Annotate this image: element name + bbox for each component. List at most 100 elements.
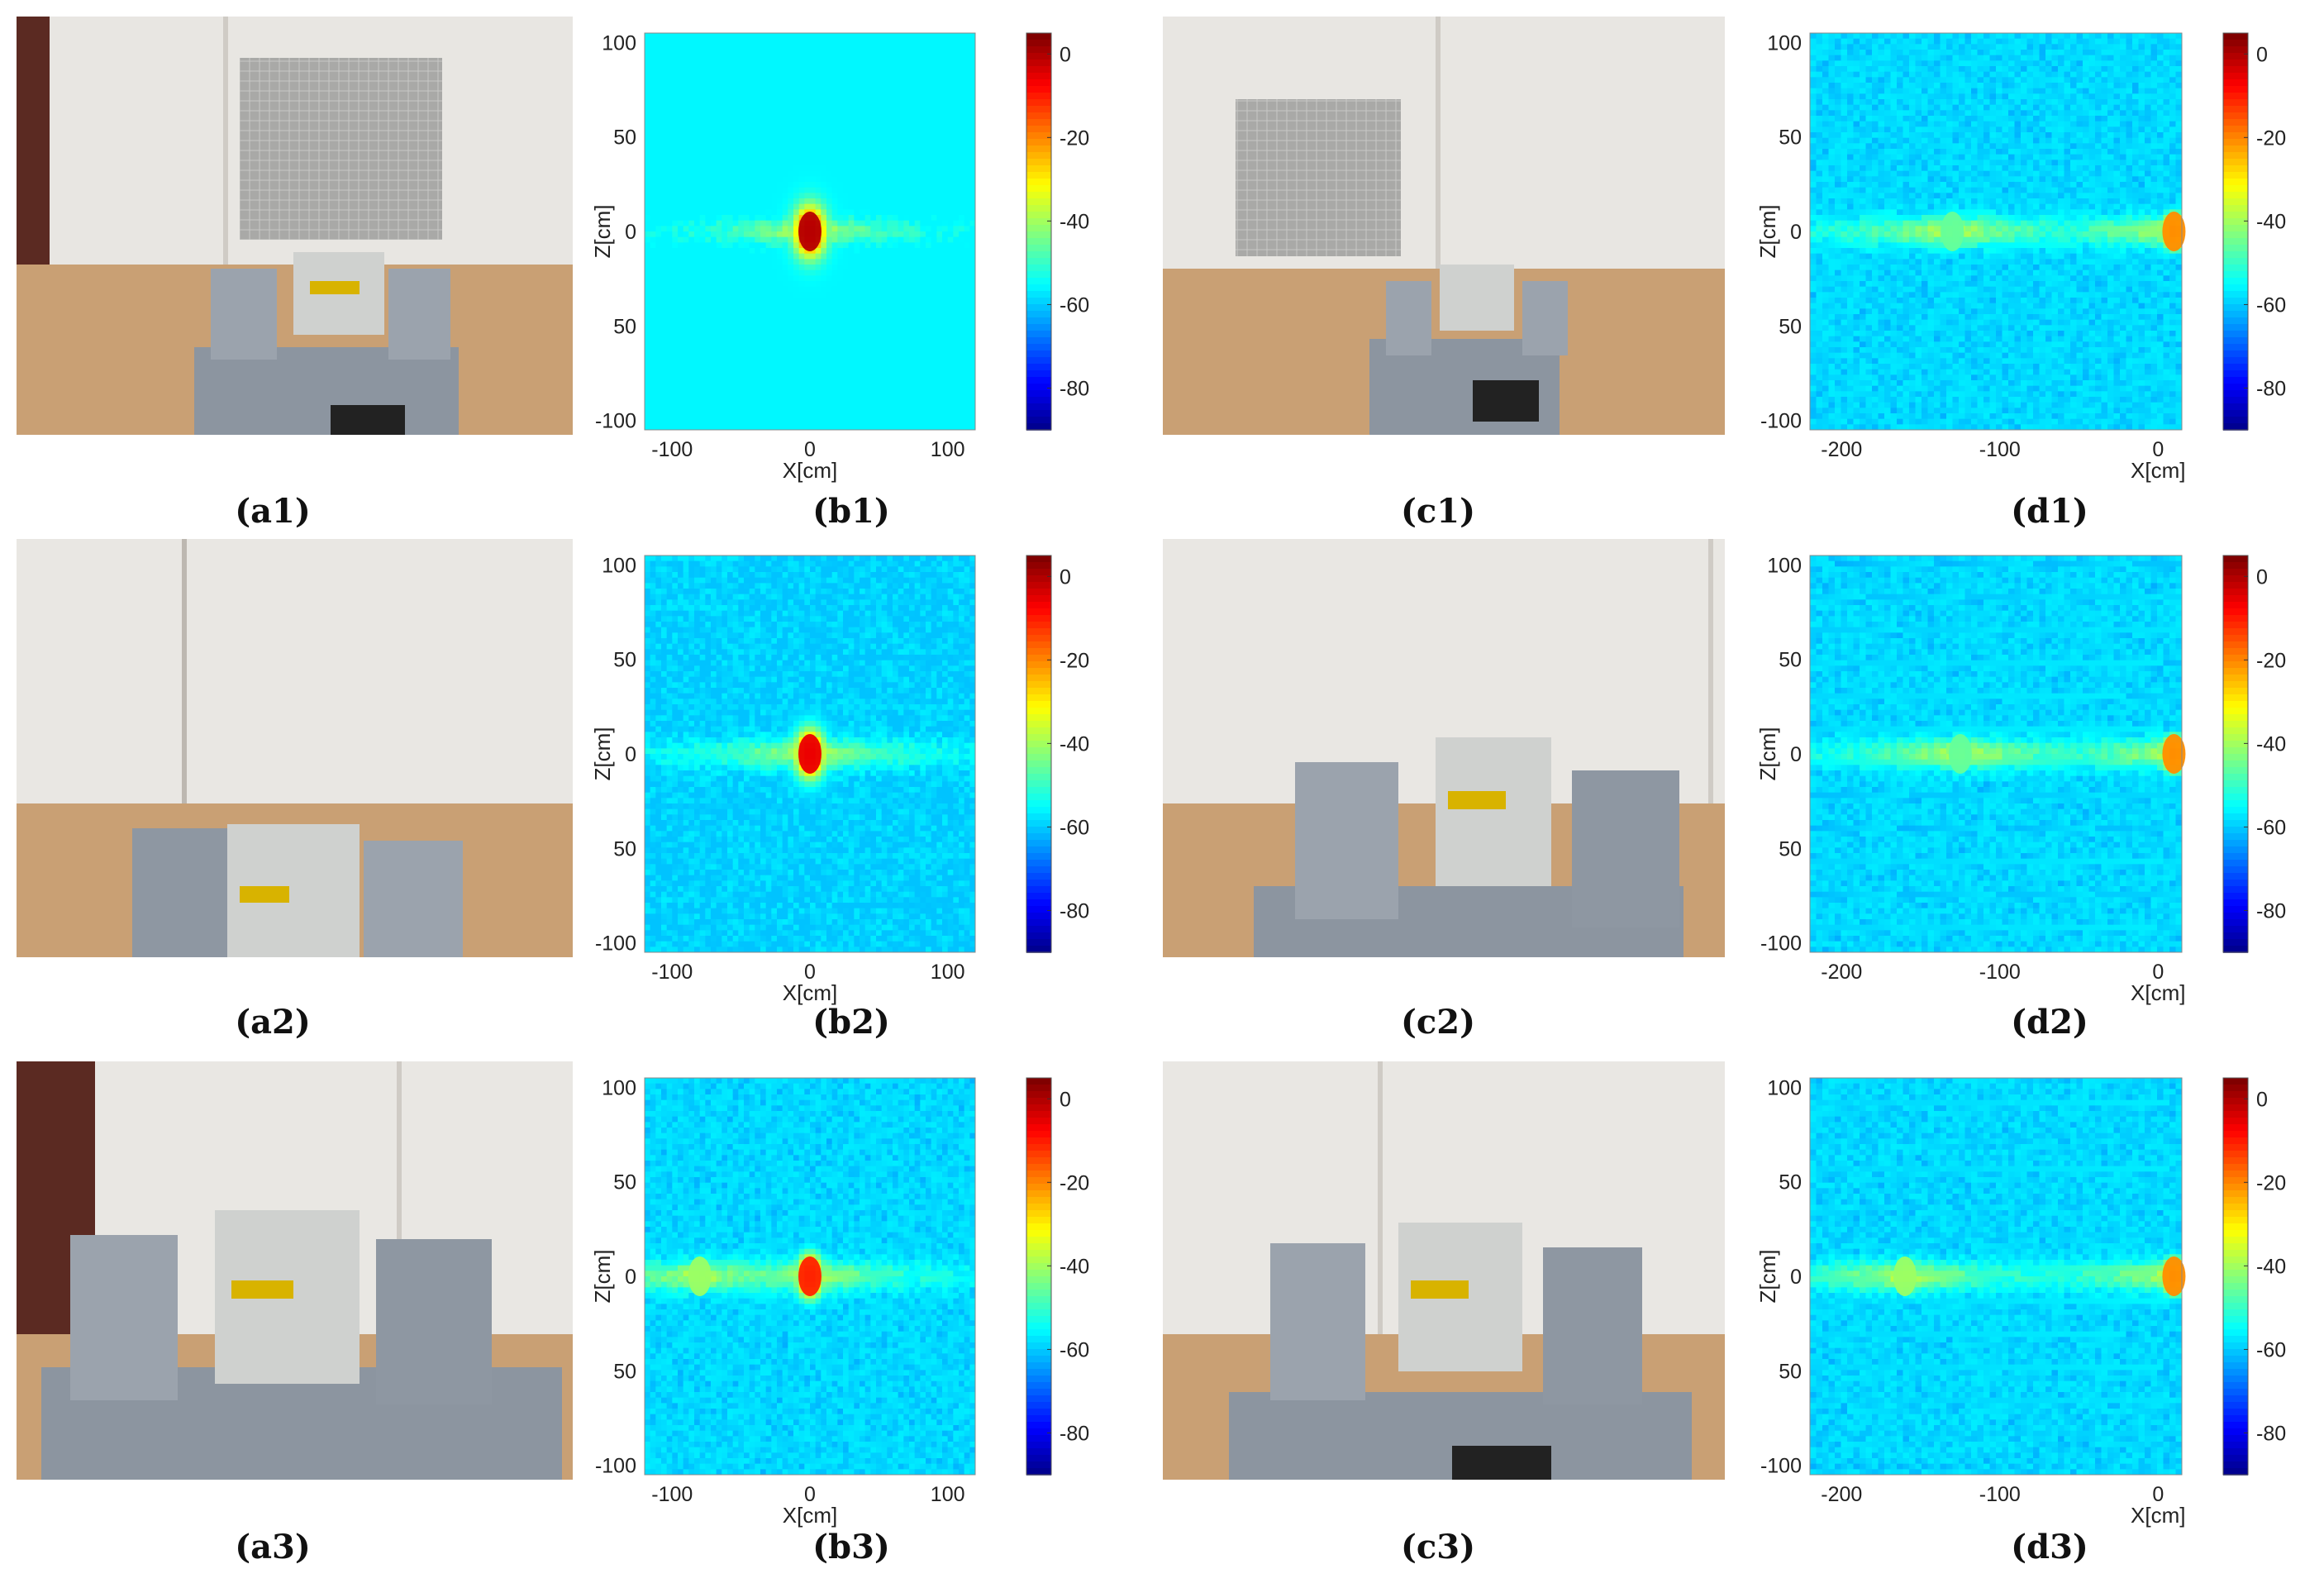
x-axis-label: X[cm] xyxy=(2131,1503,2185,1528)
colorbar-tick-label: -80 xyxy=(2256,377,2286,400)
x-tick-label: 0 xyxy=(804,1483,816,1506)
x-tick-label: -100 xyxy=(1979,961,2021,984)
heatmap-b2: -100 0 100 100 50 0 50 -100 X[cm] Z[cm] 0 -20 -40 -60… xyxy=(590,554,1089,1005)
photo-c3 xyxy=(1163,1061,1725,1480)
photo-a3-image xyxy=(17,1061,573,1480)
photo-c1-image xyxy=(1163,17,1725,435)
x-tick-label: -200 xyxy=(1821,1483,1862,1506)
y-tick-label: 0 xyxy=(1790,1266,1802,1289)
x-tick-label: 0 xyxy=(804,438,816,461)
plot-frame xyxy=(1809,555,2183,953)
photo-c2-image xyxy=(1163,539,1725,957)
caption-c3: (c3) xyxy=(1314,1528,1562,1566)
colorbar-tick-label: -40 xyxy=(1060,210,1089,233)
x-axis-label: X[cm] xyxy=(2131,980,2185,1005)
plot-frame xyxy=(644,555,976,953)
y-axis-label: Z[cm] xyxy=(1755,727,1780,781)
colorbar-tick-label: -60 xyxy=(1060,1338,1089,1361)
y-tick-label: -100 xyxy=(595,932,636,956)
y-tick-label: 50 xyxy=(613,1171,636,1194)
caption-b1: (b1) xyxy=(727,492,975,531)
plot-frame xyxy=(1809,1077,2183,1476)
colorbar-tick-label: -80 xyxy=(1060,899,1089,923)
colorbar-tick-label: -40 xyxy=(2256,1255,2286,1278)
colorbar-tick-label: -40 xyxy=(1060,732,1089,756)
hotspot-b3-1 xyxy=(688,1256,712,1296)
heatmap-d1: -200 -100 0 100 50 0 50 -100 X[cm] Z[cm] 0 -20 -40 -6… xyxy=(1755,31,2286,483)
colorbar xyxy=(1026,1077,1052,1476)
y-tick-label: 0 xyxy=(625,1266,636,1289)
plot-frame xyxy=(1809,32,2183,431)
caption-c2: (c2) xyxy=(1314,1003,1562,1042)
colorbar-tick-label: -20 xyxy=(1060,126,1089,150)
caption-b3: (b3) xyxy=(727,1528,975,1566)
x-tick-label: -100 xyxy=(1979,438,2021,461)
x-tick-label: -100 xyxy=(651,1483,693,1506)
heatmap-d3: -200 -100 0 100 50 0 50 -100 X[cm] Z[cm] 0 -20 -40 -6… xyxy=(1755,1076,2286,1528)
x-tick-label: 0 xyxy=(2152,438,2164,461)
colorbar-tick-label: -80 xyxy=(2256,1422,2286,1445)
colorbar-tick-label: -80 xyxy=(1060,1422,1089,1445)
y-tick-label: 0 xyxy=(1790,743,1802,766)
x-tick-label: 100 xyxy=(931,961,965,984)
photo-a3 xyxy=(17,1061,573,1480)
y-tick-label: 50 xyxy=(613,315,636,338)
caption-d1: (d1) xyxy=(1926,492,2174,531)
colorbar-tick-label: -60 xyxy=(2256,816,2286,839)
hotspot-d2-1 xyxy=(1948,734,1972,774)
y-tick-label: 0 xyxy=(1790,221,1802,244)
hotspot-d3-1 xyxy=(1893,1256,1917,1296)
heatmap-field xyxy=(1810,1078,2182,1475)
colorbar-tick-label: 0 xyxy=(2256,565,2268,589)
plot-frame xyxy=(644,32,976,431)
colorbar-tick-label: -20 xyxy=(1060,1171,1089,1194)
heatmap-b1: -100 0 100 100 50 0 50 -100 X[cm] Z[cm] 0 -20 -40 -60… xyxy=(590,31,1089,483)
photo-c1 xyxy=(1163,17,1725,435)
colorbar-tick-label: 0 xyxy=(2256,1088,2268,1111)
y-axis-label: Z[cm] xyxy=(1755,1250,1780,1304)
photo-c3-image xyxy=(1163,1061,1725,1480)
y-axis-label: Z[cm] xyxy=(1755,205,1780,259)
x-tick-label: -200 xyxy=(1821,438,1862,461)
colorbar xyxy=(1026,555,1052,953)
y-tick-label: 50 xyxy=(613,1360,636,1383)
colorbar-tick-label: -60 xyxy=(2256,1338,2286,1361)
colorbar-tick-label: 0 xyxy=(1060,1088,1071,1111)
hotspot-b1-0 xyxy=(798,212,821,251)
x-tick-label: 0 xyxy=(804,961,816,984)
caption-b2: (b2) xyxy=(727,1003,975,1042)
y-tick-label: 50 xyxy=(1779,1171,1802,1194)
y-axis-label: Z[cm] xyxy=(590,205,615,259)
colorbar xyxy=(2222,1077,2249,1476)
x-axis-label: X[cm] xyxy=(783,458,837,483)
y-tick-label: -100 xyxy=(1760,1455,1802,1478)
colorbar-tick-label: -60 xyxy=(1060,816,1089,839)
y-tick-label: 100 xyxy=(1767,31,1802,55)
hotspot-b2-0 xyxy=(798,734,821,774)
hotspot-d3-0 xyxy=(2162,1256,2186,1296)
x-tick-label: -100 xyxy=(1979,1483,2021,1506)
heatmap-field xyxy=(645,33,975,430)
colorbar xyxy=(2222,555,2249,953)
hotspot-d2-0 xyxy=(2162,734,2186,774)
x-axis-label: X[cm] xyxy=(2131,458,2185,483)
colorbar-tick-label: -80 xyxy=(2256,899,2286,923)
y-tick-label: 100 xyxy=(602,1076,636,1099)
photo-c2 xyxy=(1163,539,1725,957)
photo-a2-image xyxy=(17,539,573,957)
y-axis-label: Z[cm] xyxy=(590,1250,615,1304)
hotspot-d1-1 xyxy=(1941,212,1964,251)
y-tick-label: 100 xyxy=(602,554,636,577)
colorbar xyxy=(1026,32,1052,431)
y-tick-label: 50 xyxy=(613,649,636,672)
y-tick-label: 50 xyxy=(613,126,636,150)
caption-a1: (a1) xyxy=(149,492,397,531)
x-tick-label: 0 xyxy=(2152,1483,2164,1506)
y-tick-label: 50 xyxy=(1779,315,1802,338)
y-tick-label: 100 xyxy=(1767,1076,1802,1099)
x-axis-label: X[cm] xyxy=(783,1503,837,1528)
colorbar-tick-label: -20 xyxy=(2256,126,2286,150)
y-tick-label: 0 xyxy=(625,743,636,766)
y-tick-label: 50 xyxy=(1779,1360,1802,1383)
colorbar-tick-label: 0 xyxy=(1060,43,1071,66)
